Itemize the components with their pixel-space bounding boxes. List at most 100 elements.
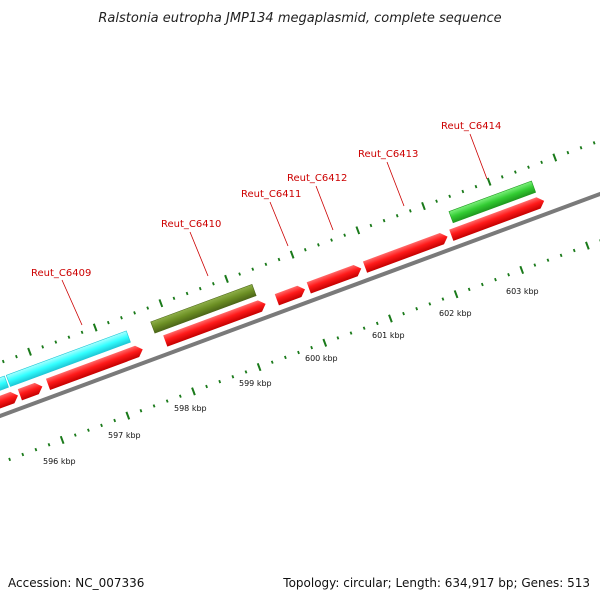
inner-tick-mark: [480, 282, 484, 287]
scale-label-602: 602 kbp: [439, 309, 472, 318]
inner-tick-mark: [59, 435, 65, 445]
scale-label-597: 597 kbp: [108, 431, 141, 440]
feature-bar-cyan: [5, 330, 131, 387]
outer-tick-mark: [303, 248, 307, 252]
inner-tick-mark: [113, 418, 117, 423]
inner-tick-mark: [21, 452, 25, 457]
gene-label-reut-c6410: Reut_C6410: [161, 219, 221, 230]
leader-line-reut-c6411: [269, 201, 289, 247]
inner-tick-mark: [244, 370, 248, 374]
outer-tick-mark: [527, 165, 530, 169]
inner-tick-mark: [453, 290, 459, 299]
inner-tick-mark: [47, 443, 51, 447]
outer-tick-mark: [289, 250, 295, 259]
inner-tick-mark: [559, 253, 563, 258]
outer-tick-mark: [330, 238, 333, 242]
inner-tick-mark: [231, 375, 235, 379]
inner-tick-mark: [218, 379, 222, 384]
inner-tick-mark: [284, 355, 287, 360]
inner-tick-mark: [152, 404, 156, 408]
outer-tick-mark: [343, 233, 347, 237]
outer-tick-mark: [198, 286, 202, 291]
cds-arrow-reut-c6414: [449, 197, 545, 241]
outer-tick-mark: [500, 175, 504, 179]
inner-tick-mark: [256, 362, 262, 372]
outer-tick-mark: [514, 170, 517, 174]
feature-bar-olive: [150, 284, 257, 334]
inner-tick-mark: [507, 273, 510, 277]
cds-arrow-reut-c6410: [163, 300, 266, 347]
outer-tick-mark: [15, 354, 18, 359]
outer-tick-mark: [158, 299, 164, 308]
map-body: [0, 141, 600, 462]
scale-label-601: 601 kbp: [372, 331, 405, 340]
outer-tick-mark: [355, 226, 361, 235]
outer-tick-mark: [27, 347, 32, 356]
outer-tick-mark: [238, 272, 241, 276]
leader-line-reut-c6412: [315, 185, 334, 231]
gene-leader-lines: [61, 133, 488, 326]
outer-tick-mark: [448, 194, 452, 199]
outer-tick-mark: [120, 316, 123, 320]
outer-tick-mark: [185, 291, 189, 296]
outer-tick-mark: [251, 267, 255, 271]
inner-tick-mark: [165, 399, 169, 403]
inner-tick-mark: [73, 433, 77, 437]
leader-line-reut-c6409: [61, 279, 83, 326]
inner-tick-mark: [310, 345, 314, 350]
inner-tick-mark: [349, 331, 353, 335]
inner-tick-mark: [467, 287, 471, 292]
scale-label-596: 596 kbp: [43, 457, 76, 466]
outer-tick-mark: [317, 243, 320, 247]
gene-label-reut-c6413: Reut_C6413: [358, 149, 418, 160]
inner-tick-mark: [322, 338, 328, 347]
outer-tick-mark: [92, 323, 98, 332]
gene-label-reut-c6409: Reut_C6409: [31, 268, 91, 279]
scale-label-603: 603 kbp: [506, 287, 539, 296]
outer-tick-mark: [212, 282, 215, 286]
leader-line-reut-c6414: [469, 133, 488, 180]
outer-tick-mark: [224, 274, 229, 284]
outer-tick-mark: [382, 218, 386, 223]
inner-tick-mark: [441, 297, 445, 301]
outer-tick-ring: [1, 141, 596, 364]
inner-tick-mark: [139, 409, 143, 413]
outer-tick-mark: [146, 306, 150, 310]
inner-tick-mark: [87, 428, 90, 432]
cds-arrow: [17, 382, 43, 401]
outer-tick-mark: [566, 150, 570, 155]
gene-label-reut-c6412: Reut_C6412: [287, 173, 347, 184]
inner-tick-mark: [402, 311, 405, 316]
gene-label-reut-c6414: Reut_C6414: [441, 121, 501, 132]
inner-tick-ring: [8, 239, 600, 462]
outer-tick-mark: [435, 199, 438, 203]
scale-label-599: 599 kbp: [239, 379, 272, 388]
outer-tick-mark: [369, 223, 373, 228]
feature-bar-cyan-left: [0, 375, 9, 401]
outer-tick-mark: [106, 320, 110, 325]
outer-tick-mark: [408, 209, 412, 213]
scale-label-600: 600 kbp: [305, 354, 338, 363]
inner-tick-mark: [494, 277, 497, 282]
inner-tick-mark: [270, 360, 274, 364]
leader-line-reut-c6413: [386, 161, 405, 207]
outer-tick-mark: [461, 189, 465, 194]
inner-tick-mark: [585, 241, 590, 250]
inner-tick-mark: [34, 447, 38, 452]
outer-tick-mark: [133, 311, 136, 315]
inner-tick-mark: [297, 350, 300, 355]
cds-arrow-reut-c6411: [274, 285, 305, 306]
map-title: Ralstonia eutropha JMP134 megaplasmid, c…: [98, 11, 501, 26]
inner-tick-mark: [572, 248, 576, 253]
inner-tick-mark: [388, 314, 393, 323]
inner-tick-mark: [336, 336, 340, 340]
inner-tick-mark: [8, 457, 12, 462]
outer-tick-mark: [592, 141, 596, 145]
inner-tick-mark: [375, 321, 379, 326]
inner-tick-mark: [191, 387, 196, 396]
inner-tick-mark: [546, 258, 550, 262]
inner-tick-mark: [415, 307, 419, 311]
outer-tick-mark: [552, 153, 558, 162]
outer-tick-mark: [80, 330, 84, 335]
